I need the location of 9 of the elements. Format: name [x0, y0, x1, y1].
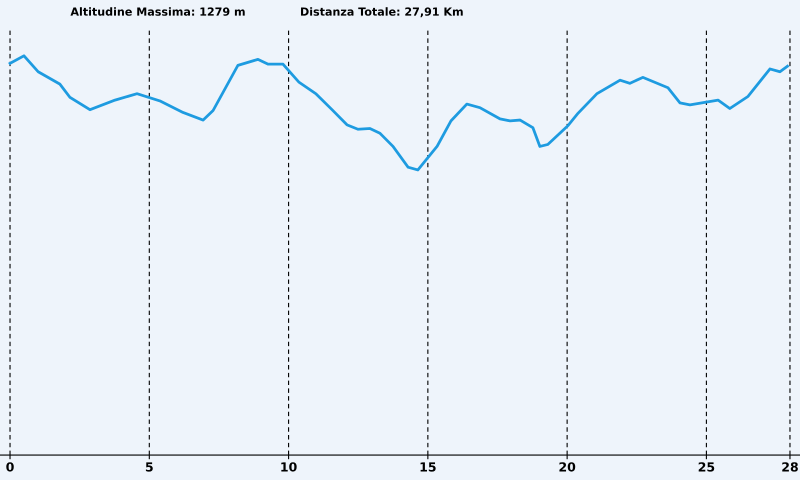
- x-tick-label: 28: [782, 462, 798, 472]
- x-tick-label: 20: [559, 462, 576, 472]
- x-tick-label: 25: [698, 462, 714, 472]
- x-tick-label: 5: [146, 462, 153, 472]
- x-tick-label: 0: [6, 462, 14, 472]
- x-tick-label: 10: [281, 462, 297, 472]
- text: Altitudine Massima: 1279 m: [70, 7, 245, 16]
- text: Distanza Totale: 27,91 Km: [301, 7, 463, 18]
- x-tick-label: 15: [420, 462, 436, 472]
